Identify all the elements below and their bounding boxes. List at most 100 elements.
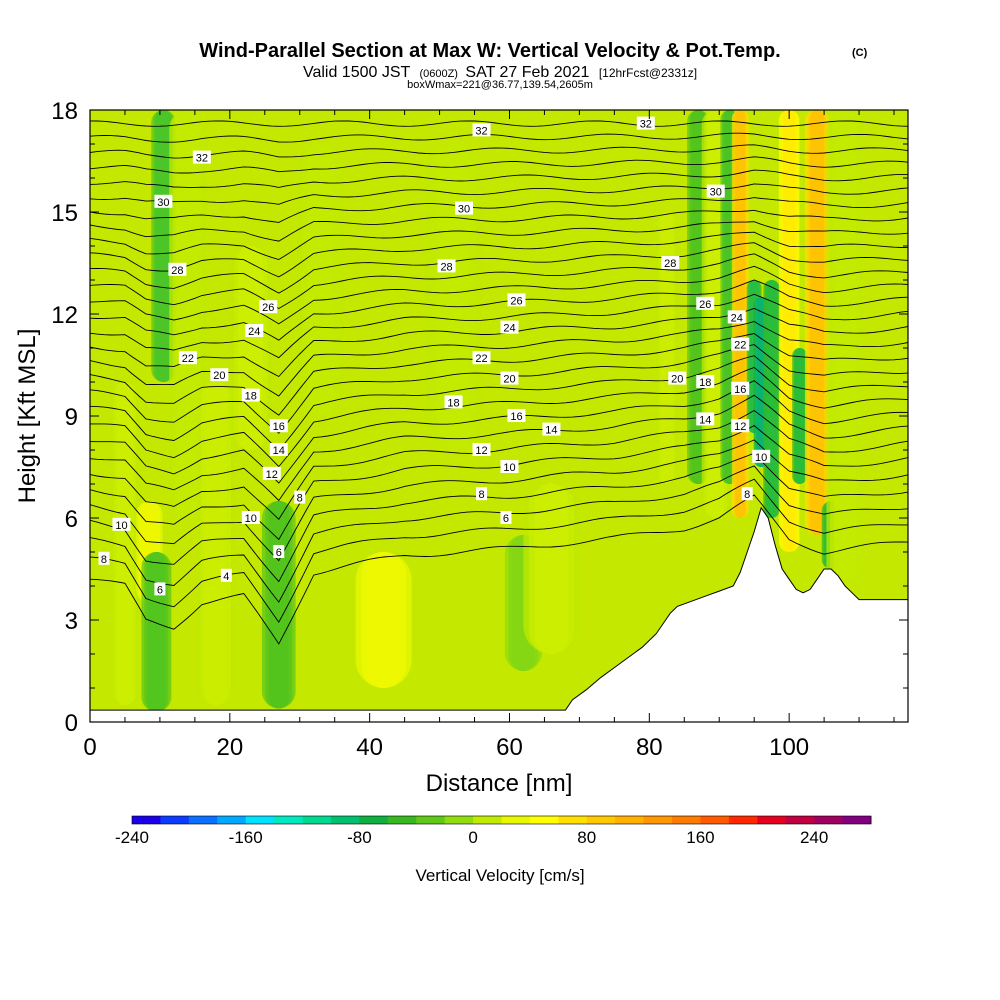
chart-subtitle: Valid 1500 JST (0600Z) SAT 27 Feb 2021 [… [303,64,697,81]
isentrope-label: 6 [154,582,166,596]
isentrope-label-bg [241,388,260,402]
terrain-mask [90,506,908,722]
isentrope-label-bg [168,262,187,276]
isentrope-label-text: 16 [734,384,746,396]
isentrope-label: 12 [731,419,750,433]
y-tick-label: 9 [65,404,78,431]
isentrope-label-text: 10 [115,520,127,532]
velocity-column [763,280,781,518]
colorbar-swatch [586,816,616,824]
axes: 0 20 40 60 80 100 0 3 6 9 12 15 18 [51,98,908,761]
isentrope-label: 18 [696,375,715,389]
isentrope-label-text: 14 [273,445,285,457]
isentrope-label: 32 [636,116,655,131]
velocity-column [230,246,272,450]
isentrope-label-bg [706,184,725,198]
isentrope-label: 20 [668,371,687,386]
isentrope-label-bg [192,150,211,164]
isentrope-label-bg [444,395,463,409]
isentrope-line [90,132,908,143]
isentrope-label: 30 [154,194,173,209]
colorbar-swatch [814,816,844,824]
colorbar-swatch [444,816,474,824]
isentrope-label-text: 18 [245,391,257,403]
isentrope-label: 8 [294,490,306,505]
isentrope-label-bg [220,568,232,582]
isentrope-label-bg [636,116,655,130]
isentrope-label-bg [472,123,491,137]
isentrope-label: 24 [245,324,264,338]
isentrope-label-bg [210,368,229,382]
isentrope-label-text: 12 [266,469,278,481]
isentrope-line [90,120,908,127]
isentrope-label: 32 [192,150,211,165]
colorbar-tick-label: -240 [115,828,149,847]
isentrope-label-text: 24 [503,323,515,335]
isentrope-line [90,465,908,603]
x-axis-label: Distance [nm] [426,770,573,797]
isentrope-label-text: 24 [248,326,260,338]
colorbar-swatch [359,816,389,824]
isentrope-label: 12 [472,443,491,457]
isentrope-label-text: 4 [223,571,229,583]
isentrope-label-bg [696,412,715,426]
isentrope-line [90,452,908,583]
isentrope-label: 24 [500,320,519,335]
velocity-band [297,144,345,416]
isentrope-label: 10 [112,517,131,532]
isentrope-label: 10 [241,511,260,525]
velocity-band [826,110,864,586]
x-tick-label: 80 [636,734,663,761]
isentrope-label-text: 14 [545,425,557,437]
isentrope-label-bg [668,371,687,385]
isentrope-label: 26 [507,293,526,307]
colorbar-swatch [672,816,701,824]
isentrope-label-bg [731,337,750,351]
isentrope-line [90,366,908,468]
isentrope-label: 18 [241,388,260,403]
velocity-column [523,484,580,654]
isentrope-label-text: 16 [510,411,522,423]
velocity-band [110,382,139,705]
colorbar-swatch [501,816,531,824]
isentrope-label-text: 12 [475,445,487,457]
isentrope-label: 14 [542,422,561,437]
colorbar-label: Vertical Velocity [cm/s] [415,866,584,885]
isentrope-label: 28 [437,259,456,273]
isentrope-line [90,209,908,242]
chart-title: Wind-Parallel Section at Max W: Vertical… [199,40,780,62]
colorbar-swatch [217,816,247,824]
colorbar-swatch [700,816,730,824]
isentrope-label: 32 [472,123,491,137]
isentrope-label: 28 [168,262,187,277]
isentrope-label: 30 [706,184,725,199]
isentrope-label-text: 28 [440,261,452,273]
x-tick-label: 0 [83,734,96,761]
isentrope-line [90,394,908,502]
isentrope-label: 8 [476,487,488,501]
isentrope-label-text: 30 [157,197,169,209]
isentrope-line [90,265,908,325]
isentrope-label-text: 6 [157,584,163,596]
isentrope-label-bg [500,460,519,473]
isentrope-label-bg [472,351,491,365]
isentrope-label-bg [500,320,519,334]
isentrope-label-bg [294,490,306,504]
isentrope-line [90,221,908,260]
contour-labels: 4 6 6 6 8 8 8 8 10 10 10 10 12 12 12 14 14 14 16 16 16 18 18 18… [98,116,771,596]
isentrope-label-bg [752,449,771,463]
colorbar-swatch [728,816,758,824]
isentrope-label-text: 28 [664,258,676,270]
x-tick-label: 40 [356,734,383,761]
isentrope-label-text: 28 [171,265,183,277]
isentrope-label-bg [696,375,715,388]
isentrope-label-bg [437,259,456,273]
y-axis-label: Height [Kft MSL] [14,329,41,504]
isentrope-label-text: 6 [503,513,509,525]
isentrope-label-text: 32 [640,119,652,131]
velocity-band [141,552,172,712]
velocity-column [355,552,412,688]
isentrope-line [90,279,908,341]
colorbar: -240 -160 -80 0 80 160 240 [115,815,872,847]
velocity-column [656,212,678,484]
